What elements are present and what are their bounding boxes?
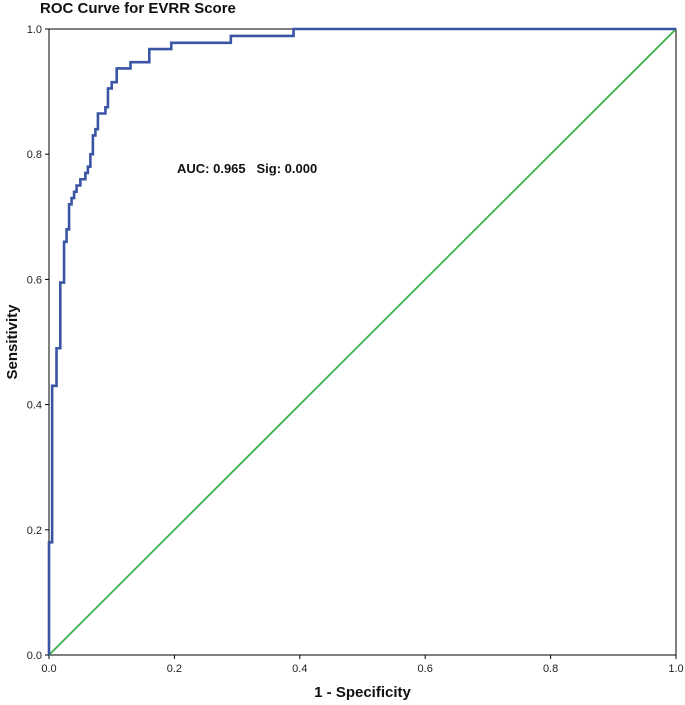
y-axis-ticks: 0.0 0.2 0.4 0.6 0.8 1.0 <box>27 24 49 662</box>
y-tick-label: 0.6 <box>27 274 42 286</box>
y-tick-label: 0.4 <box>27 400 42 412</box>
y-tick-label: 0.8 <box>27 149 42 161</box>
x-tick-label: 0.4 <box>292 663 307 675</box>
roc-curve-line <box>47 27 676 655</box>
y-axis-label: Sensitivity <box>4 304 21 380</box>
x-tick-label: 0.0 <box>41 663 56 675</box>
y-tick-label: 0.2 <box>27 525 42 537</box>
auc-annotation: AUC: 0.965 Sig: 0.000 <box>177 161 317 176</box>
chart-title: ROC Curve for EVRR Score <box>40 0 236 17</box>
x-tick-label: 0.6 <box>418 663 433 675</box>
reference-diagonal-line <box>48 28 677 656</box>
y-tick-label: 0.0 <box>27 650 42 662</box>
x-axis-label: 1 - Specificity <box>314 684 411 701</box>
x-tick-label: 0.8 <box>543 663 558 675</box>
y-tick-label: 1.0 <box>27 24 42 36</box>
x-axis-ticks: 0.0 0.2 0.4 0.6 0.8 1.0 <box>41 655 684 675</box>
x-tick-label: 1.0 <box>668 663 683 675</box>
x-tick-label: 0.2 <box>167 663 182 675</box>
series-layer <box>47 27 677 656</box>
